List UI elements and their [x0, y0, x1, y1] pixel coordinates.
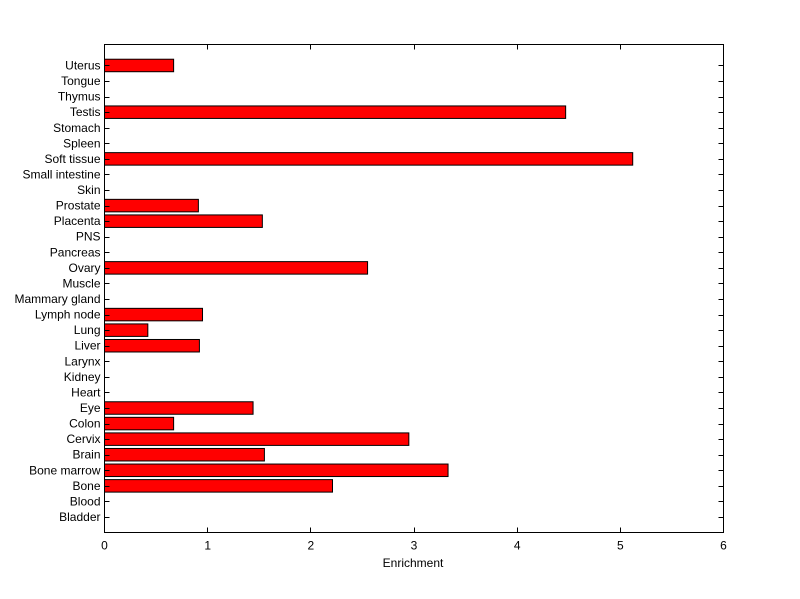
bar-liver — [104, 338, 200, 353]
x-axis-label: Enrichment — [383, 556, 444, 570]
bar-soft-tissue — [104, 152, 634, 166]
x-tick-label-0: 0 — [101, 539, 108, 553]
x-tick-label-5: 5 — [617, 539, 624, 553]
y-tick-label-small-intestine: Small intestine — [22, 167, 100, 181]
y-tick-label-lung: Lung — [74, 323, 101, 337]
y-tick-label-larynx: Larynx — [64, 354, 100, 368]
bar-prostate — [104, 198, 199, 213]
y-tick-label-testis: Testis — [70, 105, 101, 119]
y-tick-label-placenta: Placenta — [54, 214, 101, 228]
y-tick-label-bone-marrow: Bone marrow — [29, 463, 101, 477]
y-tick-label-bone: Bone — [72, 479, 100, 493]
y-tick-label-cervix: Cervix — [66, 432, 100, 446]
y-tick-label-bladder: Bladder — [59, 510, 100, 524]
bar-lymph-node — [104, 307, 204, 322]
y-tick-label-spleen: Spleen — [63, 136, 100, 150]
bar-cervix — [104, 432, 410, 446]
y-tick-label-ovary: Ovary — [68, 261, 100, 275]
y-tick-label-liver: Liver — [74, 339, 100, 353]
bar-colon — [104, 416, 175, 431]
y-tick-label-skin: Skin — [77, 183, 100, 197]
x-tick-label-2: 2 — [307, 539, 314, 553]
x-tick-label-4: 4 — [514, 539, 521, 553]
bar-lung — [104, 323, 149, 337]
bar-bone — [104, 479, 333, 493]
ticks-layer — [104, 44, 724, 533]
y-tick-label-eye: Eye — [80, 401, 101, 415]
y-tick-label-thymus: Thymus — [58, 90, 101, 104]
x-tick-label-6: 6 — [720, 539, 727, 553]
x-tick-label-3: 3 — [411, 539, 418, 553]
y-tick-label-pancreas: Pancreas — [50, 245, 101, 259]
plot-frame — [104, 44, 724, 533]
x-tick-label-1: 1 — [204, 539, 211, 553]
y-tick-label-prostate: Prostate — [56, 199, 101, 213]
bar-brain — [104, 447, 265, 462]
x-tick-labels: 0 1 2 3 4 5 6 — [101, 539, 727, 553]
y-tick-label-uterus: Uterus — [65, 58, 100, 72]
bar-testis — [104, 105, 567, 119]
bar-bone-marrow — [104, 463, 449, 478]
y-tick-label-muscle: Muscle — [62, 276, 100, 290]
bar-ovary — [104, 261, 369, 275]
y-tick-label-heart: Heart — [71, 385, 101, 399]
y-tick-label-soft-tissue: Soft tissue — [44, 152, 100, 166]
y-tick-label-colon: Colon — [69, 417, 100, 431]
y-tick-label-kidney: Kidney — [64, 370, 101, 384]
y-tick-label-blood: Blood — [70, 494, 101, 508]
bar-placenta — [104, 214, 263, 228]
y-tick-label-mammary-gland: Mammary gland — [14, 292, 100, 306]
y-tick-label-pns: PNS — [76, 230, 101, 244]
y-tick-label-tongue: Tongue — [61, 74, 101, 88]
y-tick-label-lymph-node: Lymph node — [35, 308, 101, 322]
y-tick-label-brain: Brain — [72, 448, 100, 462]
bar-uterus — [104, 58, 175, 73]
bar-eye — [104, 401, 254, 415]
y-tick-label-stomach: Stomach — [53, 121, 100, 135]
